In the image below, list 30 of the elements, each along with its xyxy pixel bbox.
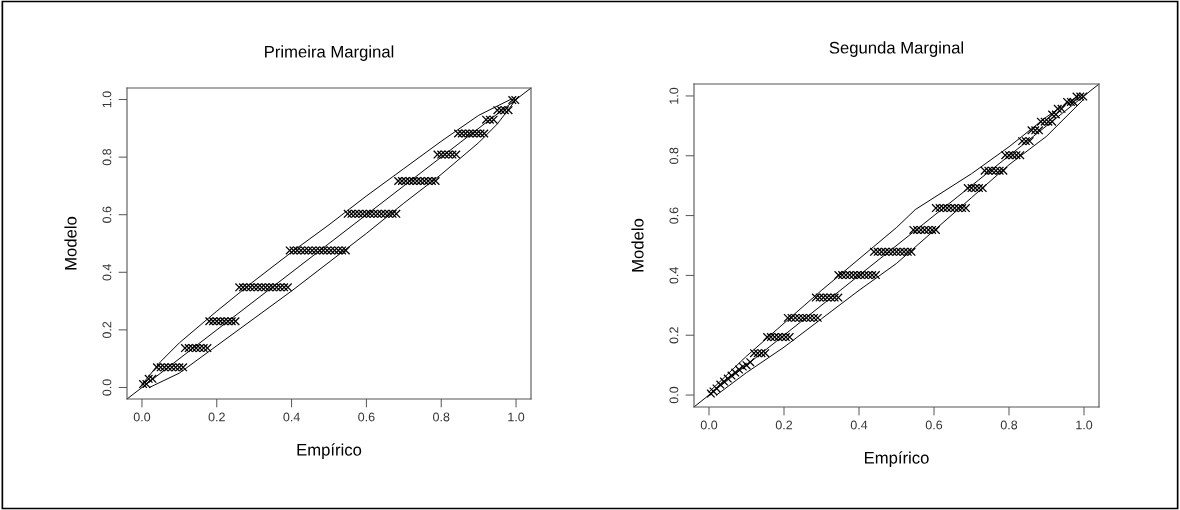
x-tick-label: 1.0 [508,412,525,422]
x-tick-label: 0.8 [1000,420,1018,430]
x-tick-label: 0.4 [850,420,868,430]
y-tick-label: 0.8 [669,147,679,164]
x-tick-label: 1.0 [1076,420,1093,430]
y-tick-label: 0.4 [669,267,679,284]
y-tick-label: 0.0 [102,379,112,396]
x-tick-label: 0.2 [775,420,793,430]
y-tick-label: 0.6 [669,207,679,224]
x-tick-label: 0.0 [700,420,718,430]
x-tick-label: 0.6 [925,420,943,430]
y-tick-label: 1.0 [102,91,112,108]
x-tick-label: 0.0 [133,412,151,422]
y-tick-label: 0.8 [102,148,112,166]
x-axis-title: Empírico [297,443,362,460]
y-tick-label: 0.2 [102,321,112,339]
y-tick-label: 1.0 [669,87,679,104]
x-tick-label: 0.8 [433,412,450,422]
x-tick-label: 0.4 [283,412,300,422]
chart-title: Primeira Marginal [265,45,394,61]
y-tick-label: 0.4 [102,263,112,281]
y-tick-label: 0.2 [669,327,679,344]
y-tick-label: 0.0 [669,386,679,404]
y-axis-title: Modelo [64,216,77,270]
y-tick-label: 0.6 [102,206,112,223]
x-axis-title: Empírico [864,451,929,468]
chart-title: Segunda Marginal [829,41,964,57]
x-tick-label: 0.2 [208,412,225,422]
y-axis-title: Modelo [631,218,644,272]
x-tick-label: 0.6 [358,412,375,422]
